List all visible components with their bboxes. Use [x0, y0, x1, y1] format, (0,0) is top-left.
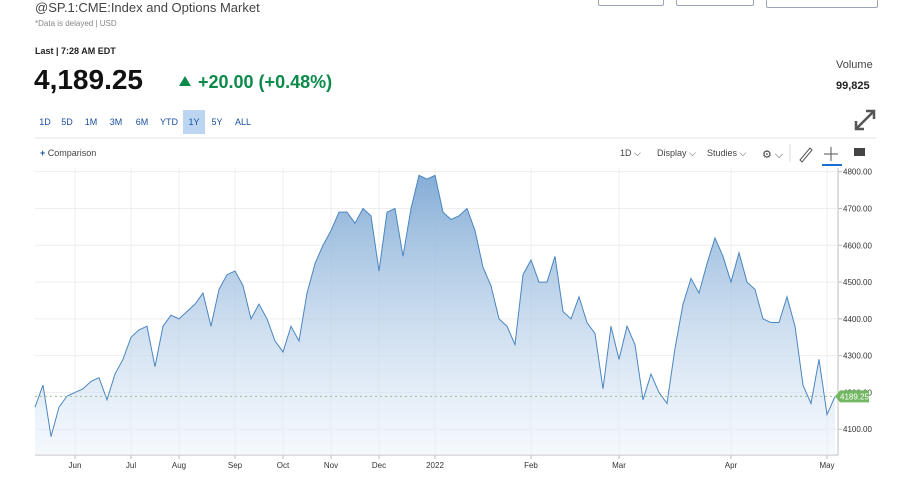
last-price: 4,189.25 — [34, 64, 143, 95]
up-arrow — [179, 76, 191, 86]
draw-icon[interactable] — [799, 147, 813, 163]
display-text: Display — [657, 148, 687, 158]
interval-button[interactable]: 1D ⌵ — [620, 148, 641, 158]
y-tick-label: 4800.00 — [843, 168, 872, 177]
range-button[interactable]: 1D — [39, 117, 51, 127]
x-tick-label: Dec — [372, 461, 386, 470]
comparison-button[interactable]: + Comparison — [40, 148, 97, 158]
x-tick-label: Jul — [126, 461, 136, 470]
price-tag: 4189.25 — [840, 392, 869, 401]
y-tick-label: 4700.00 — [843, 204, 872, 213]
comment-icon[interactable] — [854, 148, 865, 156]
y-tick-label: 4400.00 — [843, 315, 872, 324]
studies-button[interactable]: Studies ⌵ — [707, 148, 747, 158]
range-button[interactable]: 6M — [135, 117, 149, 127]
expand-icon[interactable] — [853, 108, 877, 132]
range-button[interactable]: 5Y — [211, 117, 223, 127]
volume-label: Volume — [836, 59, 873, 71]
crosshair-icon[interactable] — [824, 147, 838, 161]
x-tick-label: Mar — [612, 461, 626, 470]
range-button[interactable]: YTD — [160, 117, 178, 127]
range-button[interactable]: 3M — [109, 117, 123, 127]
delay-note: *Data is delayed | USD — [35, 19, 117, 28]
x-tick-label: Apr — [725, 461, 738, 470]
top-button[interactable] — [676, 0, 754, 6]
x-tick-label: Feb — [524, 461, 538, 470]
last-time: Last | 7:28 AM EDT — [35, 46, 116, 56]
settings-button[interactable]: ⚙ ⌵ — [762, 149, 784, 161]
price-change: +20.00 (+0.48%) — [198, 72, 333, 92]
x-tick-label: Nov — [324, 461, 338, 470]
y-tick-label: 4500.00 — [843, 278, 872, 287]
x-tick-label: May — [819, 461, 834, 470]
quote-title: @SP.1:CME:Index and Options Market — [35, 0, 260, 15]
volume-value: 99,825 — [836, 80, 870, 92]
comparison-text: Comparison — [47, 148, 97, 158]
x-tick-label: Sep — [228, 461, 243, 470]
x-tick-label: 2022 — [426, 461, 444, 470]
active-indicator — [822, 164, 842, 166]
display-button[interactable]: Display ⌵ — [657, 148, 696, 158]
top-button[interactable] — [598, 0, 664, 6]
range-button[interactable]: ALL — [234, 117, 251, 127]
tool-icons — [789, 144, 865, 166]
x-tick-label: Aug — [172, 461, 186, 470]
studies-text: Studies — [707, 148, 738, 158]
x-tick-label: Oct — [277, 461, 290, 470]
price-line — [34, 174, 836, 437]
range-button[interactable]: 1Y — [183, 110, 205, 134]
y-tick-label: 4300.00 — [843, 352, 872, 361]
area — [35, 175, 835, 455]
range-button[interactable]: 1M — [84, 117, 98, 127]
x-tick-label: Jun — [69, 461, 82, 470]
interval-text: 1D — [620, 148, 632, 158]
y-tick-label: 4100.00 — [843, 425, 872, 434]
range-button[interactable]: 5D — [61, 117, 73, 127]
y-tick-label: 4600.00 — [843, 241, 872, 250]
price-tag-bg — [835, 390, 869, 403]
top-button[interactable] — [766, 0, 878, 8]
